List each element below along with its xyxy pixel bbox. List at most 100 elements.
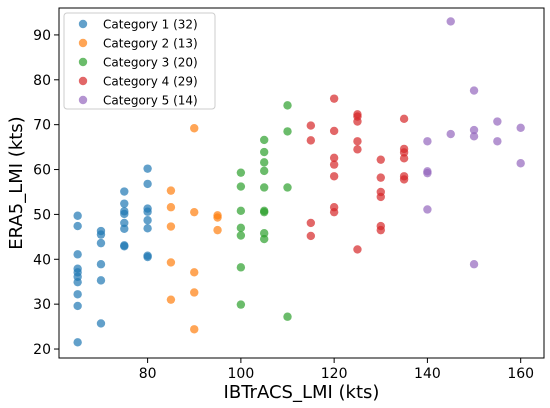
- data-point: [399, 114, 409, 124]
- data-point: [259, 234, 269, 244]
- data-point: [190, 268, 199, 277]
- data-point: [236, 168, 246, 177]
- points-layer: [73, 17, 525, 347]
- data-point: [166, 222, 176, 231]
- data-point: [259, 166, 269, 176]
- data-point: [423, 167, 432, 176]
- data-point: [329, 172, 339, 181]
- data-point: [446, 129, 455, 139]
- data-point: [306, 121, 316, 130]
- x-tick-label: 160: [507, 366, 534, 382]
- data-point: [73, 221, 82, 231]
- data-point: [73, 211, 82, 220]
- y-axis-title: ERA5_LMI (kts): [6, 116, 27, 249]
- legend-marker: [78, 19, 88, 29]
- y-tick-label: 60: [33, 163, 51, 179]
- data-point: [376, 155, 385, 164]
- data-point: [143, 179, 152, 189]
- data-point: [469, 260, 479, 269]
- data-point: [73, 290, 82, 299]
- legend-label: Category 3 (20): [103, 56, 198, 70]
- data-point: [376, 173, 385, 182]
- data-point: [259, 183, 269, 192]
- data-point: [376, 221, 385, 231]
- data-point: [399, 172, 409, 181]
- data-point: [516, 123, 525, 133]
- legend-label: Category 4 (29): [103, 75, 198, 89]
- data-point: [329, 160, 339, 169]
- data-point: [469, 86, 479, 95]
- data-point: [446, 17, 455, 26]
- legend-label: Category 1 (32): [103, 18, 198, 32]
- y-tick-label: 30: [33, 297, 51, 313]
- data-point: [120, 224, 129, 233]
- data-point: [516, 159, 525, 168]
- y-tick-label: 20: [33, 342, 51, 358]
- data-point: [96, 319, 106, 328]
- data-point: [120, 218, 129, 228]
- data-point: [493, 117, 502, 126]
- data-point: [376, 187, 385, 197]
- data-point: [259, 147, 269, 157]
- data-point: [166, 203, 176, 212]
- y-tick-label: 40: [33, 252, 51, 268]
- data-point: [353, 145, 362, 154]
- data-point: [236, 206, 246, 216]
- x-tick-label: 80: [139, 366, 157, 382]
- data-point: [120, 199, 129, 208]
- x-tick-label: 100: [228, 366, 255, 382]
- data-point: [73, 301, 82, 311]
- data-point: [213, 225, 222, 235]
- data-point: [353, 245, 362, 254]
- legend-label: Category 5 (14): [103, 94, 198, 108]
- legend-label: Category 2 (13): [103, 37, 198, 51]
- y-tick-label: 80: [33, 73, 51, 89]
- data-point: [190, 288, 199, 297]
- x-axis-title: IBTrACS_LMI (kts): [224, 382, 380, 403]
- data-point: [96, 276, 106, 285]
- data-point: [469, 132, 479, 141]
- legend-marker: [78, 38, 88, 48]
- data-point: [236, 300, 246, 309]
- y-tick-label: 90: [33, 28, 51, 44]
- legend-marker: [78, 76, 88, 86]
- data-point: [236, 182, 246, 191]
- data-point: [166, 186, 176, 195]
- y-tick-label: 70: [33, 118, 51, 134]
- data-point: [143, 224, 152, 233]
- y-axis: 20 30 40 50 60 70 80 90: [33, 28, 59, 358]
- data-point: [120, 187, 129, 196]
- data-point: [353, 110, 362, 119]
- data-point: [259, 229, 269, 238]
- data-point: [259, 206, 269, 216]
- data-point: [166, 295, 176, 304]
- data-point: [236, 223, 246, 233]
- legend-marker: [78, 95, 88, 105]
- data-point: [190, 124, 199, 133]
- data-point: [190, 325, 199, 334]
- data-point: [73, 338, 82, 347]
- legend-box: [63, 12, 216, 110]
- data-point: [329, 203, 339, 212]
- data-point: [96, 238, 106, 248]
- data-point: [73, 250, 82, 259]
- data-point: [423, 205, 432, 214]
- data-point: [353, 137, 362, 146]
- data-point: [143, 251, 152, 260]
- data-point: [329, 153, 339, 163]
- data-point: [143, 164, 152, 173]
- data-point: [143, 204, 152, 213]
- data-point: [399, 154, 409, 163]
- data-point: [399, 144, 409, 154]
- data-point: [120, 207, 129, 216]
- data-point: [283, 127, 292, 136]
- data-point: [73, 264, 82, 273]
- data-point: [329, 126, 339, 136]
- data-point: [283, 101, 292, 110]
- data-point: [236, 263, 246, 272]
- data-point: [120, 241, 129, 250]
- data-point: [190, 207, 199, 217]
- x-tick-label: 140: [414, 366, 441, 382]
- data-point: [213, 211, 222, 220]
